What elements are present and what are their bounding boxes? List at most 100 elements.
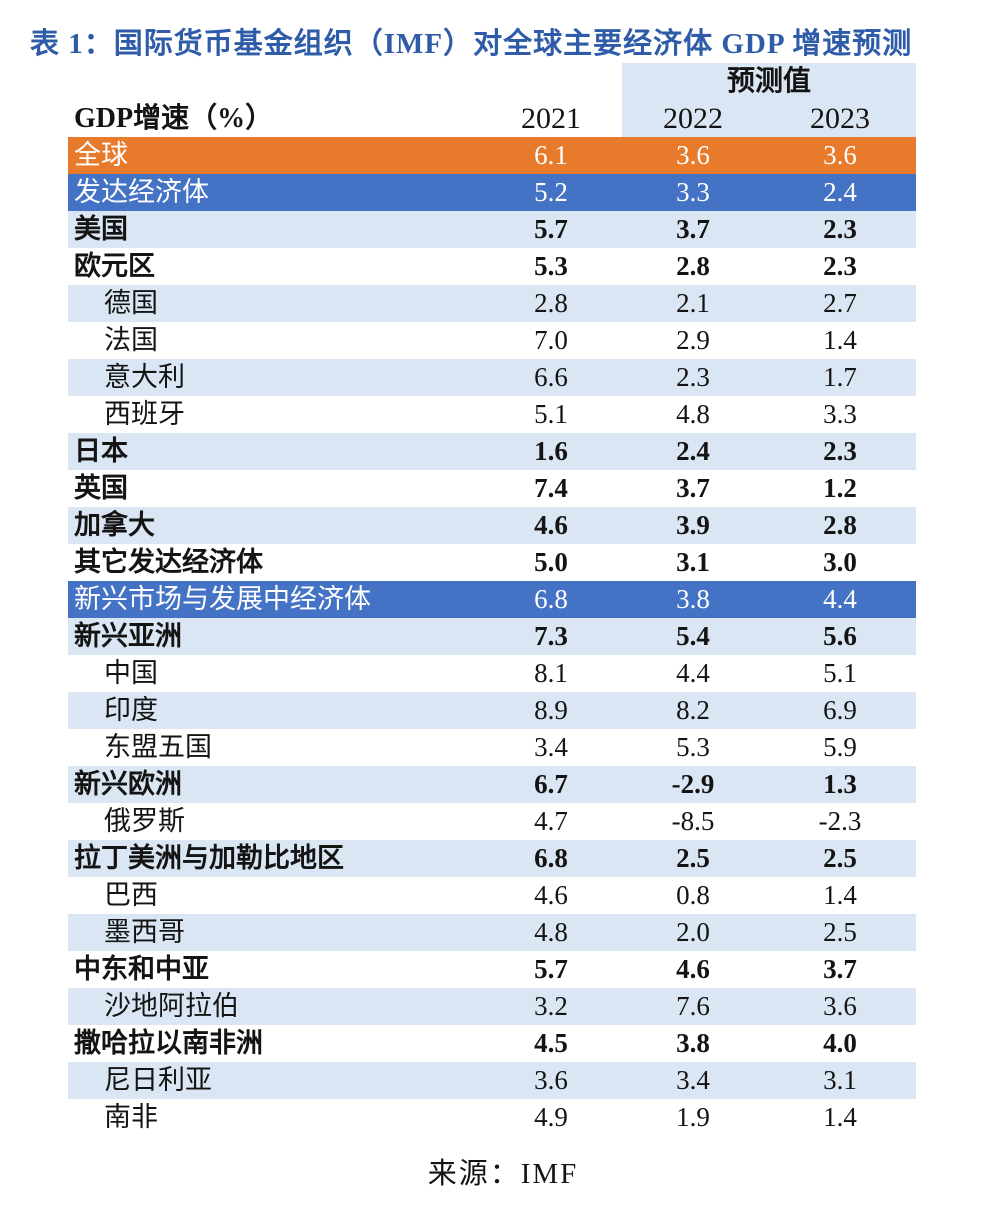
row-value-2023: 2.3: [823, 214, 857, 244]
row-value-2021: 5.3: [534, 251, 568, 281]
row-value-2023: 2.3: [823, 251, 857, 281]
row-value-2021: 5.1: [534, 399, 568, 429]
table-row: 日本 1.6 2.4 2.3: [68, 433, 916, 470]
row-value-2023: 2.7: [823, 288, 857, 318]
column-header-row: GDP增速（%） 2021 2022 2023: [68, 100, 916, 137]
row-value-2021: 4.7: [534, 806, 568, 836]
row-label: 法国: [104, 325, 158, 355]
row-value-2023: 3.6: [823, 991, 857, 1021]
table-row: 撒哈拉以南非洲 4.5 3.8 4.0: [68, 1025, 916, 1062]
row-value-2022: 2.0: [676, 917, 710, 947]
table-title: 表 1：国际货币基金组织（IMF）对全球主要经济体 GDP 增速预测: [30, 28, 913, 60]
row-value-2023: 2.5: [823, 843, 857, 873]
row-value-2022: 2.1: [676, 288, 710, 318]
row-value-2022: 1.9: [676, 1102, 710, 1132]
row-label: 新兴欧洲: [74, 769, 182, 799]
row-value-2021: 1.6: [534, 436, 568, 466]
row-value-2023: 1.4: [823, 880, 857, 910]
table-row: 沙地阿拉伯 3.2 7.6 3.6: [68, 988, 916, 1025]
row-value-2021: 6.6: [534, 362, 568, 392]
row-value-2023: 5.6: [823, 621, 857, 651]
row-value-2023: 1.2: [823, 473, 857, 503]
row-value-2023: -2.3: [818, 806, 862, 836]
forecast-band-row: 预测值: [68, 63, 916, 100]
row-value-2021: 6.8: [534, 584, 568, 614]
row-value-2023: 2.4: [823, 177, 857, 207]
row-value-2021: 8.9: [534, 695, 568, 725]
row-label: 新兴市场与发展中经济体: [74, 584, 371, 614]
table-row: 意大利 6.6 2.3 1.7: [68, 359, 916, 396]
table-row: 西班牙 5.1 4.8 3.3: [68, 396, 916, 433]
row-label: 欧元区: [74, 251, 155, 281]
table-row: 新兴亚洲 7.3 5.4 5.6: [68, 618, 916, 655]
row-value-2022: -2.9: [671, 769, 715, 799]
row-value-2023: 2.8: [823, 510, 857, 540]
row-label: 中国: [104, 658, 158, 688]
row-value-2022: 2.4: [676, 436, 710, 466]
table-row: 俄罗斯 4.7 -8.5 -2.3: [68, 803, 916, 840]
row-label: 全球: [74, 140, 128, 170]
row-value-2021: 3.2: [534, 991, 568, 1021]
row-value-2022: 3.3: [676, 177, 710, 207]
table-row: 拉丁美洲与加勒比地区 6.8 2.5 2.5: [68, 840, 916, 877]
row-value-2023: 2.3: [823, 436, 857, 466]
table-row: 新兴欧洲 6.7 -2.9 1.3: [68, 766, 916, 803]
table-row: 中东和中亚 5.7 4.6 3.7: [68, 951, 916, 988]
row-label: 新兴亚洲: [74, 621, 182, 651]
row-value-2021: 4.9: [534, 1102, 568, 1132]
table-row: 新兴市场与发展中经济体 6.8 3.8 4.4: [68, 581, 916, 618]
row-value-2022: 3.9: [676, 510, 710, 540]
row-value-2021: 6.7: [534, 769, 568, 799]
row-value-2023: 1.7: [823, 362, 857, 392]
row-value-2022: 3.6: [676, 140, 710, 170]
row-value-2021: 5.0: [534, 547, 568, 577]
row-value-2022: 2.9: [676, 325, 710, 355]
row-value-2021: 6.1: [534, 140, 568, 170]
row-value-2022: 3.8: [676, 584, 710, 614]
row-label: 墨西哥: [104, 917, 185, 947]
row-value-2022: 3.4: [676, 1065, 710, 1095]
column-header-gdp-growth: GDP增速（%）: [74, 103, 274, 134]
row-value-2023: 1.3: [823, 769, 857, 799]
row-value-2021: 5.2: [534, 177, 568, 207]
table-row: 南非 4.9 1.9 1.4: [68, 1099, 916, 1136]
column-header-2022: 2022: [622, 100, 764, 137]
row-value-2021: 4.6: [534, 510, 568, 540]
row-value-2021: 3.6: [534, 1065, 568, 1095]
table-row: 欧元区 5.3 2.8 2.3: [68, 248, 916, 285]
column-header-2021: 2021: [521, 102, 581, 135]
row-value-2022: 2.8: [676, 251, 710, 281]
row-value-2022: 7.6: [676, 991, 710, 1021]
row-value-2023: 3.1: [823, 1065, 857, 1095]
gdp-forecast-table: 预测值 GDP增速（%） 2021 2022 2023 全球 6.1 3.6 3.6 发…: [68, 63, 916, 1136]
row-label: 撒哈拉以南非洲: [74, 1028, 263, 1058]
row-value-2021: 2.8: [534, 288, 568, 318]
row-value-2023: 3.0: [823, 547, 857, 577]
row-value-2022: 3.7: [676, 214, 710, 244]
row-value-2021: 3.4: [534, 732, 568, 762]
row-value-2023: 3.3: [823, 399, 857, 429]
table-row: 墨西哥 4.8 2.0 2.5: [68, 914, 916, 951]
row-label: 发达经济体: [74, 177, 209, 207]
row-label: 美国: [74, 214, 128, 244]
row-label: 日本: [74, 436, 128, 466]
row-value-2023: 4.0: [823, 1028, 857, 1058]
row-value-2023: 5.9: [823, 732, 857, 762]
row-value-2022: 5.4: [676, 621, 710, 651]
row-value-2023: 1.4: [823, 1102, 857, 1132]
table-row: 法国 7.0 2.9 1.4: [68, 322, 916, 359]
row-value-2023: 6.9: [823, 695, 857, 725]
table-row: 德国 2.8 2.1 2.7: [68, 285, 916, 322]
row-value-2021: 8.1: [534, 658, 568, 688]
column-header-2023: 2023: [764, 100, 916, 137]
row-label: 英国: [74, 473, 128, 503]
row-label: 西班牙: [104, 399, 185, 429]
row-value-2022: 3.1: [676, 547, 710, 577]
row-value-2021: 5.7: [534, 954, 568, 984]
row-label: 拉丁美洲与加勒比地区: [74, 843, 344, 873]
row-value-2021: 7.3: [534, 621, 568, 651]
table-row: 巴西 4.6 0.8 1.4: [68, 877, 916, 914]
row-label: 沙地阿拉伯: [104, 991, 239, 1021]
row-value-2021: 6.8: [534, 843, 568, 873]
row-label: 东盟五国: [104, 732, 212, 762]
